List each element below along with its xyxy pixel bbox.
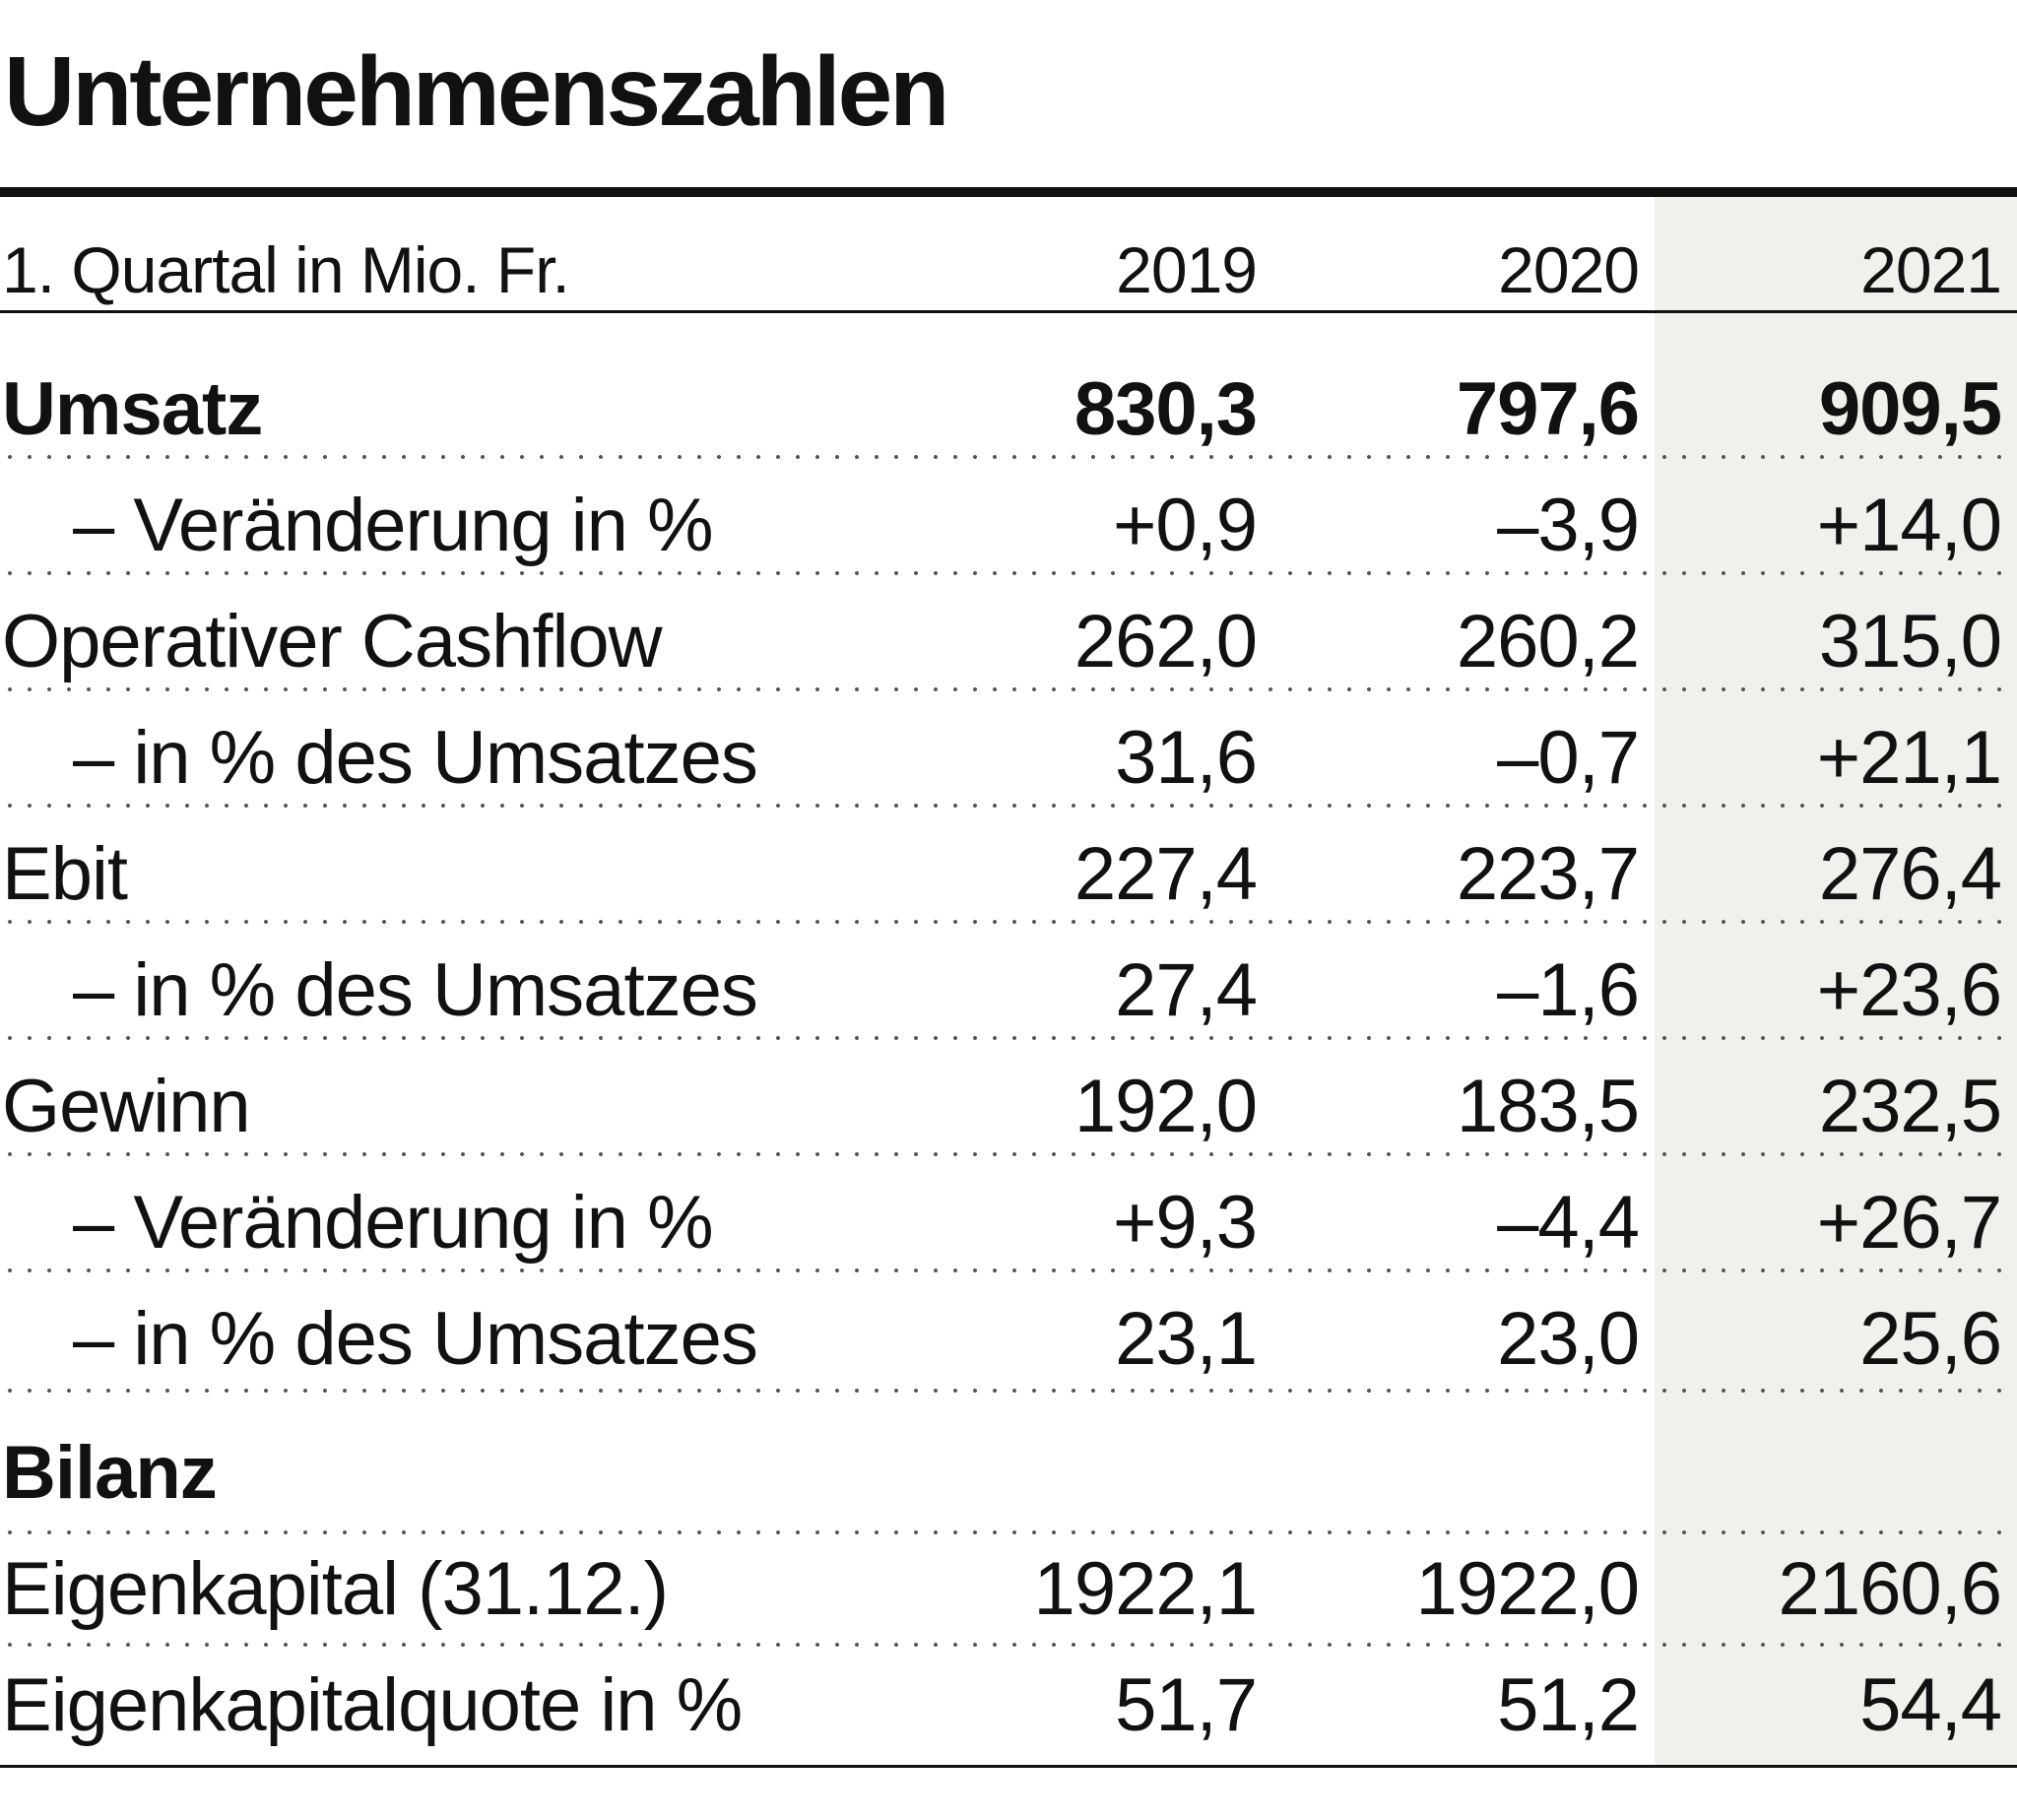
- value-cell-2019: 830,3: [1074, 367, 1258, 451]
- dotted-row-separator: [0, 1643, 2017, 1647]
- header-year-2021: 2021: [1860, 233, 2002, 306]
- value-cell-2021: 2160,6: [1778, 1547, 2002, 1631]
- dotted-row-separator: [0, 1036, 2017, 1040]
- value-cell-2021: +21,1: [1816, 716, 2002, 800]
- row-label: – in % des Umsatzes: [73, 716, 758, 800]
- row-label: Eigenkapitalquote in %: [2, 1663, 743, 1747]
- value-cell-2021: +14,0: [1816, 484, 2002, 567]
- value-cell-2021: 232,5: [1818, 1065, 2002, 1148]
- row-label: Bilanz: [2, 1431, 218, 1515]
- row-label: Ebit: [2, 832, 128, 916]
- row-label: Operativer Cashflow: [2, 600, 662, 683]
- value-cell-2020: –4,4: [1497, 1181, 1640, 1265]
- row-label: – Veränderung in %: [73, 484, 714, 567]
- value-cell-2021: 54,4: [1859, 1663, 2002, 1747]
- value-cell-2019: 27,4: [1115, 948, 1258, 1032]
- value-cell-2021: 909,5: [1818, 367, 2002, 451]
- dotted-row-separator: [0, 1530, 2017, 1534]
- value-cell-2020: –0,7: [1497, 716, 1640, 800]
- header-bottom-rule: [0, 310, 2017, 313]
- row-label: – Veränderung in %: [73, 1181, 714, 1265]
- dotted-row-separator: [0, 804, 2017, 808]
- header-year-2019: 2019: [1116, 233, 1258, 306]
- dotted-row-separator: [0, 1152, 2017, 1156]
- value-cell-2020: 1922,0: [1415, 1547, 1640, 1631]
- dotted-row-separator: [0, 920, 2017, 924]
- value-cell-2019: 192,0: [1074, 1065, 1258, 1148]
- value-cell-2021: 25,6: [1859, 1297, 2002, 1381]
- dotted-row-separator: [0, 455, 2017, 459]
- dotted-row-separator: [0, 1268, 2017, 1272]
- value-cell-2020: –3,9: [1497, 484, 1640, 567]
- page-title: Unternehmenszahlen: [4, 36, 949, 147]
- value-cell-2019: 262,0: [1074, 600, 1258, 683]
- header-year-2020: 2020: [1498, 233, 1640, 306]
- value-cell-2020: 797,6: [1456, 367, 1640, 451]
- dotted-row-separator: [0, 1389, 2017, 1393]
- value-cell-2021: 276,4: [1818, 832, 2002, 916]
- row-label: Umsatz: [2, 367, 263, 451]
- value-cell-2019: 1922,1: [1033, 1547, 1258, 1631]
- dotted-row-separator: [0, 571, 2017, 575]
- value-cell-2019: +0,9: [1112, 484, 1258, 567]
- value-cell-2019: 51,7: [1115, 1663, 1258, 1747]
- value-cell-2019: +9,3: [1112, 1181, 1258, 1265]
- value-cell-2020: –1,6: [1497, 948, 1640, 1032]
- table-top-rule: [0, 187, 2017, 197]
- value-cell-2020: 223,7: [1456, 832, 1640, 916]
- value-cell-2020: 51,2: [1497, 1663, 1640, 1747]
- value-cell-2020: 183,5: [1456, 1065, 1640, 1148]
- value-cell-2019: 23,1: [1115, 1297, 1258, 1381]
- value-cell-2019: 31,6: [1115, 716, 1258, 800]
- value-cell-2021: 315,0: [1818, 600, 2002, 683]
- value-cell-2020: 260,2: [1456, 600, 1640, 683]
- value-cell-2021: +26,7: [1816, 1181, 2002, 1265]
- row-label: – in % des Umsatzes: [73, 948, 758, 1032]
- row-label: – in % des Umsatzes: [73, 1297, 758, 1381]
- row-label: Gewinn: [2, 1065, 251, 1148]
- table-bottom-rule: [0, 1765, 2017, 1768]
- dotted-row-separator: [0, 687, 2017, 691]
- header-label: 1. Quartal in Mio. Fr.: [2, 233, 570, 306]
- row-label: Eigenkapital (31.12.): [2, 1547, 669, 1631]
- value-cell-2020: 23,0: [1497, 1297, 1640, 1381]
- value-cell-2019: 227,4: [1074, 832, 1258, 916]
- value-cell-2021: +23,6: [1816, 948, 2002, 1032]
